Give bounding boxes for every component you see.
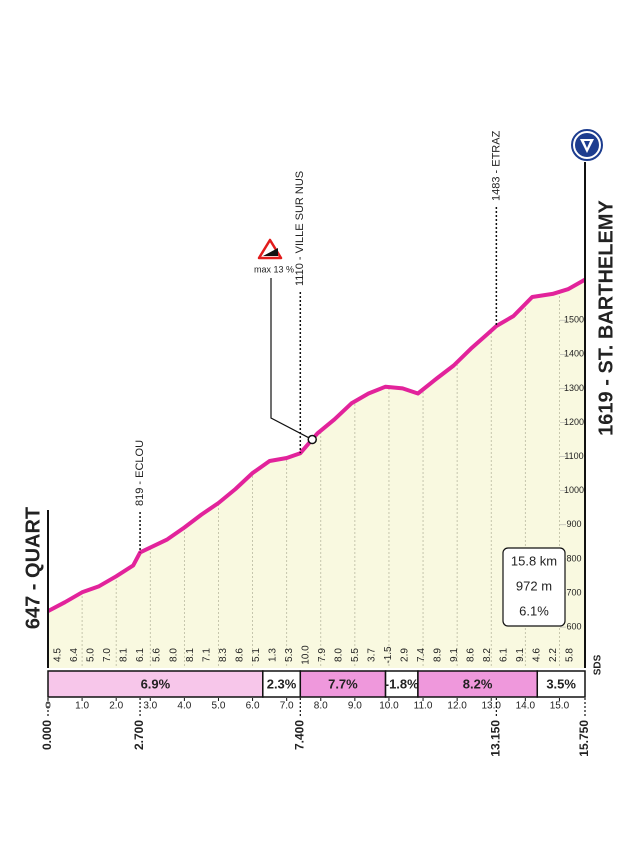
gradient-label: 8.1	[185, 648, 196, 662]
y-tick-label: 1100	[564, 451, 583, 461]
gradient-label: 10.0	[300, 645, 311, 665]
km-marker-label: 2.700	[132, 720, 146, 750]
segment-label: 3.5%	[546, 676, 576, 691]
y-tick-label: 1000	[564, 485, 584, 495]
x-tick-label: 14.0	[516, 701, 536, 712]
gradient-label: 6.4	[69, 648, 80, 662]
warning-slope	[263, 248, 278, 256]
start-label: 647 - QUART	[22, 507, 44, 629]
x-tick-label: 3.0	[143, 701, 157, 712]
y-tick-label: 700	[566, 587, 581, 597]
x-tick-label: 1.0	[75, 701, 89, 712]
end-label: 1619 - ST. BARTHELEMY	[595, 200, 617, 436]
place-label: 1483 - ETRAZ	[490, 130, 502, 201]
km-marker-label: 0.000	[40, 720, 54, 750]
gradient-label: 5.6	[152, 648, 163, 662]
gradient-label: 5.5	[350, 648, 361, 662]
gradient-label: 9.1	[515, 648, 526, 662]
segment-label: 6.9%	[141, 676, 171, 691]
x-tick-label: 7.0	[280, 701, 294, 712]
gradient-label: 1.3	[267, 648, 278, 662]
place-label: 1110 - VILLE SUR NUS	[294, 171, 306, 286]
gradient-label: 2.9	[399, 648, 410, 662]
profile-line	[47, 277, 586, 613]
segment-label: 7.7%	[328, 676, 358, 691]
segment-label: 8.2%	[463, 676, 493, 691]
x-tick-label: 10.0	[379, 701, 399, 712]
gradient-label: 8.0	[168, 648, 179, 662]
gradient-label: 7.1	[201, 648, 212, 662]
gradient-label: 6.1	[135, 648, 146, 662]
segment	[536, 670, 586, 698]
gradient-label: 8.9	[433, 648, 444, 662]
y-tick-label: 1500	[564, 315, 584, 325]
logo: SDS	[593, 654, 604, 675]
gradient-label: 8.2	[482, 648, 493, 662]
gradient-label: 7.0	[102, 648, 113, 662]
summary-text: 15.8 km	[511, 553, 557, 568]
y-tick-label: 1300	[564, 383, 584, 393]
gradient-label: 9.1	[449, 648, 460, 662]
gradient-label: 4.5	[53, 648, 64, 662]
gradient-label: 7.4	[416, 648, 427, 662]
callout-line	[270, 278, 313, 441]
gradient-label: 5.1	[251, 648, 262, 662]
x-tick-label: 2.0	[109, 701, 123, 712]
gradient-label: 4.6	[532, 648, 543, 662]
gradient-label: 2.2	[548, 648, 559, 662]
summary-box	[502, 547, 566, 627]
gradient-label: 8.1	[119, 648, 130, 662]
x-tick-label: 6.0	[246, 701, 260, 712]
finish-icon	[571, 129, 603, 161]
gradient-label: 7.9	[317, 648, 328, 662]
km-marker-label: 15.750	[577, 720, 591, 757]
gradient-label: 8.6	[466, 648, 477, 662]
x-tick-label: 13.0	[482, 701, 502, 712]
x-tick-label: 5.0	[212, 701, 226, 712]
profile-area	[48, 279, 585, 668]
y-tick-label: 900	[566, 519, 581, 529]
gradient-label: 5.3	[284, 648, 295, 662]
y-tick-label: 1200	[564, 417, 584, 427]
y-tick-label: 1400	[564, 349, 584, 359]
x-tick-label: 12.0	[447, 701, 467, 712]
gradient-label: -1.5	[383, 646, 394, 664]
x-tick-label: 11.0	[414, 701, 433, 712]
x-tick-label: 8.0	[314, 701, 328, 712]
plot: 600 700 800 900 1000 1100 1200 1300 1400 1500 4.5 6…	[22, 130, 617, 756]
summary-text: 6.1%	[519, 603, 549, 618]
km-marker-label: 13.150	[489, 720, 503, 757]
segment-label: -1.8%	[385, 676, 419, 691]
gradient-label: 8.6	[234, 648, 245, 662]
gradient-label: 8.3	[218, 648, 229, 662]
segment	[47, 670, 264, 698]
segment-label: 2.3%	[267, 676, 297, 691]
gradient-label: 3.7	[366, 648, 377, 662]
max-gradient-point	[307, 434, 317, 445]
x-tick-label: 15.0	[550, 701, 570, 712]
km-marker-label: 7.400	[292, 720, 306, 750]
max-gradient-label: max 13 %	[254, 264, 294, 274]
y-tick-label: 800	[566, 553, 581, 563]
gradient-label: 5.8	[565, 648, 576, 662]
x-tick-label: 4.0	[177, 701, 191, 712]
gradient-label: 6.1	[499, 648, 510, 662]
gradient-label: 8.0	[333, 648, 344, 662]
gradient-label: 5.0	[86, 648, 97, 662]
place-label: 819 - ECLOU	[134, 440, 146, 506]
x-tick-label: 9.0	[348, 701, 362, 712]
summary-text: 972 m	[516, 578, 552, 593]
y-tick-label: 600	[566, 621, 581, 631]
